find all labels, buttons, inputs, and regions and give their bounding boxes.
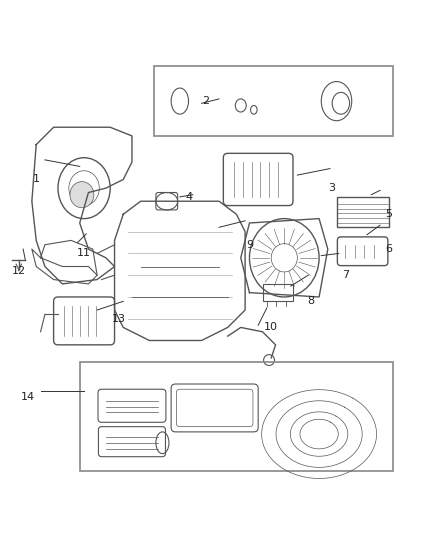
Text: 8: 8: [307, 296, 314, 306]
Ellipse shape: [70, 182, 94, 208]
Text: 12: 12: [12, 266, 26, 276]
Text: 14: 14: [21, 392, 35, 402]
Text: 5: 5: [385, 209, 392, 219]
Text: 3: 3: [328, 183, 336, 193]
Bar: [336, 197, 389, 228]
Text: 4: 4: [185, 192, 192, 202]
Text: 13: 13: [112, 314, 126, 324]
Text: 1: 1: [33, 174, 40, 184]
Text: 9: 9: [246, 240, 253, 250]
Bar: [154, 66, 393, 136]
Bar: [80, 362, 393, 471]
Text: 11: 11: [77, 248, 91, 259]
Text: 7: 7: [342, 270, 349, 280]
Bar: [262, 284, 293, 301]
Text: 2: 2: [202, 96, 209, 106]
Text: 10: 10: [264, 322, 278, 333]
Text: 6: 6: [385, 244, 392, 254]
